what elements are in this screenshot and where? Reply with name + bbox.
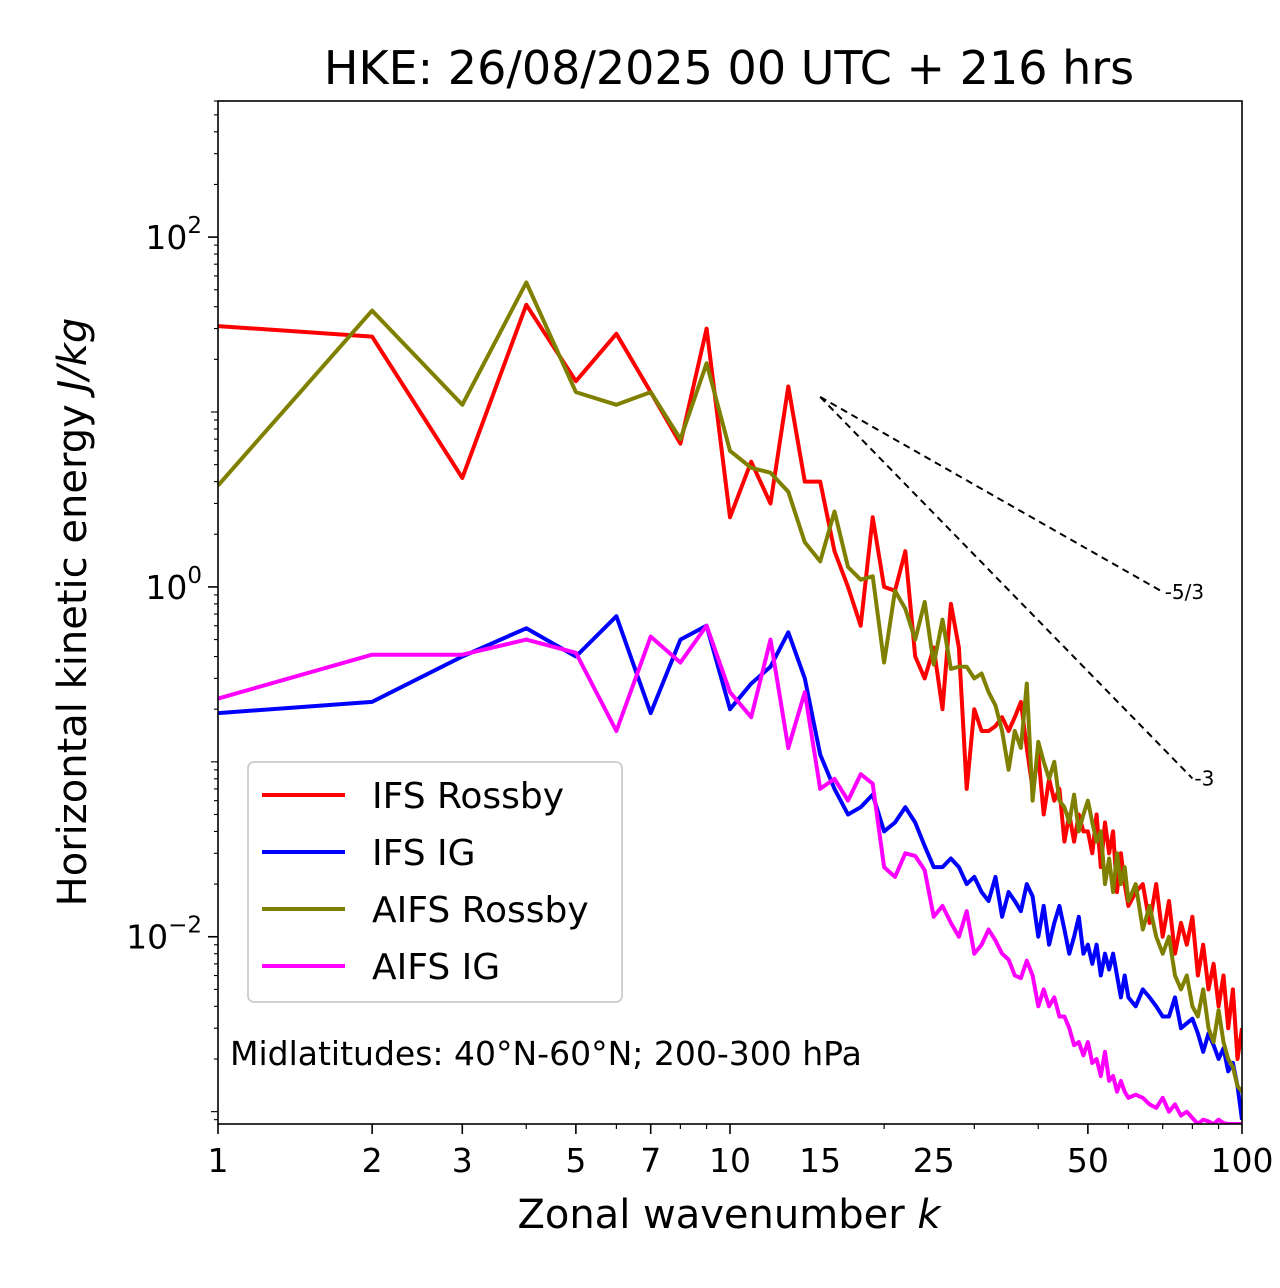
x-tick-label-6: 15 xyxy=(799,1141,841,1180)
axis-tick-labels: 1 2 3 5 7 10 15 25 50 100 102 100 10−2 xyxy=(126,213,1273,1180)
x-tick-label-2: 3 xyxy=(452,1141,473,1180)
x-tick-label-9: 100 xyxy=(1211,1141,1274,1180)
x-tick-label-0: 1 xyxy=(208,1141,229,1180)
x-tick-label-3: 5 xyxy=(565,1141,586,1180)
slope-labels: -5/3 -3 xyxy=(1165,580,1215,790)
y-axis-title-text: Horizontal kinetic energy xyxy=(50,404,96,906)
x-tick-label-8: 50 xyxy=(1067,1141,1109,1180)
legend-label-0: IFS Rossby xyxy=(372,776,564,817)
slope-label-1: -3 xyxy=(1194,766,1214,790)
x-tick-label-1: 2 xyxy=(362,1141,383,1180)
series-group xyxy=(218,280,1242,1124)
chart-title: HKE: 26/08/2025 00 UTC + 216 hrs xyxy=(324,41,1134,95)
series-line-0 xyxy=(218,302,1242,1061)
axis-ticks xyxy=(208,100,1243,1134)
x-tick-label-7: 25 xyxy=(913,1141,955,1180)
y-axis-title-unit: J/kg xyxy=(50,318,96,399)
x-axis-title-symbol: k xyxy=(917,1192,942,1238)
y-tick-label-2: 10−2 xyxy=(126,913,202,957)
region-annotation: Midlatitudes: 40°N-60°N; 200-300 hPa xyxy=(230,1034,862,1073)
series-line-3 xyxy=(218,623,1242,1124)
reference-slope-lines xyxy=(819,396,1194,780)
series-line-2 xyxy=(218,280,1242,1093)
x-tick-label-5: 10 xyxy=(709,1141,751,1180)
x-axis-title: Zonal wavenumber k xyxy=(517,1192,942,1238)
y-tick-label-1: 100 xyxy=(145,563,202,607)
x-tick-label-4: 7 xyxy=(640,1141,661,1180)
y-tick-label-0: 102 xyxy=(145,213,202,257)
legend-label-2: AIFS Rossby xyxy=(372,890,589,931)
reference-line-0 xyxy=(819,396,1164,593)
legend-box xyxy=(247,761,623,1003)
y-axis-title: Horizontal kinetic energy J/kg xyxy=(50,318,96,907)
legend-label-1: IFS IG xyxy=(372,833,476,874)
x-axis-title-text: Zonal wavenumber xyxy=(517,1192,905,1238)
series-line-1 xyxy=(218,614,1242,1120)
legend: IFS Rossby IFS IG AIFS Rossby AIFS IG xyxy=(247,761,623,1003)
legend-label-3: AIFS IG xyxy=(372,947,500,988)
reference-line-1 xyxy=(819,396,1194,780)
slope-label-0: -5/3 xyxy=(1165,580,1204,604)
legend-entries: IFS Rossby IFS IG AIFS Rossby AIFS IG xyxy=(262,776,589,988)
